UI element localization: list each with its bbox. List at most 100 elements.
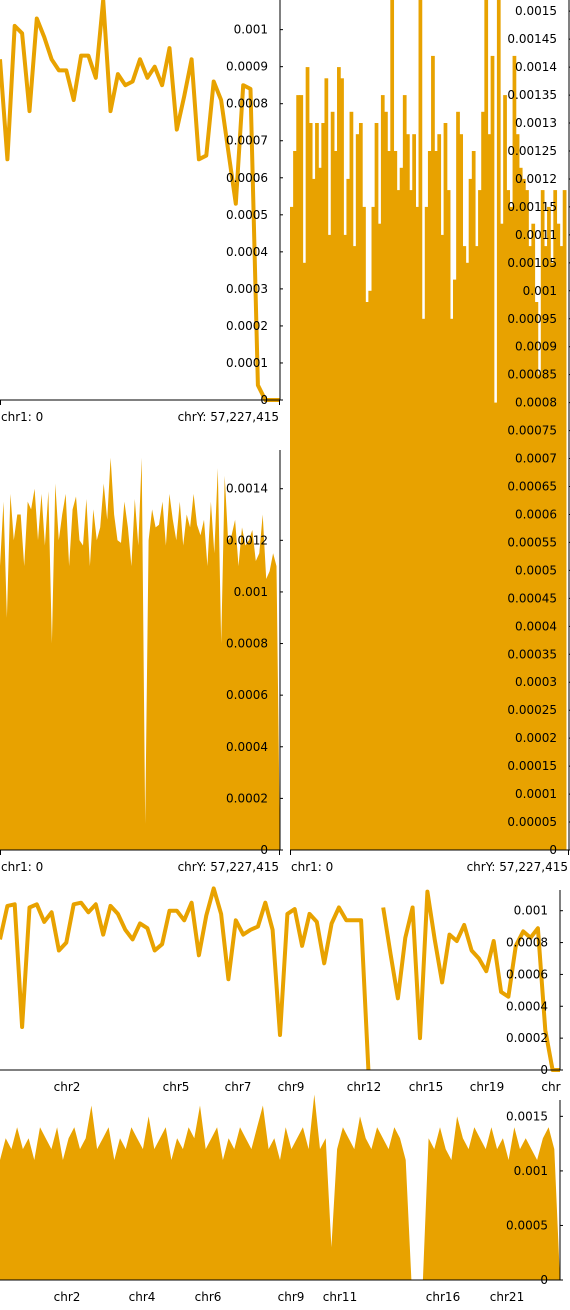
- y-tick-label: 0.00135: [507, 88, 557, 102]
- bar: [412, 134, 416, 850]
- bar: [559, 246, 564, 851]
- y-tick-label: 0.0004: [515, 619, 557, 633]
- y-tick-label: 0.0006: [506, 967, 548, 981]
- bar: [459, 134, 464, 850]
- bar: [384, 111, 388, 851]
- bar: [418, 0, 423, 850]
- bar: [474, 246, 479, 851]
- y-tick-label: 0.0007: [515, 452, 557, 466]
- bar: [434, 151, 438, 850]
- y-tick-label: 0.0009: [226, 60, 268, 74]
- bar: [302, 262, 307, 850]
- bar: [380, 95, 385, 851]
- bar: [437, 134, 442, 850]
- bar: [355, 134, 360, 850]
- y-tick-label: 0.00065: [507, 480, 557, 494]
- bar: [293, 151, 297, 850]
- bar: [337, 67, 341, 851]
- x-tick-label: chr12: [347, 1080, 381, 1094]
- bar: [299, 95, 304, 851]
- y-tick-label: 0.0009: [515, 340, 557, 354]
- series-area: [0, 1094, 560, 1280]
- y-tick-label: 0.00055: [507, 535, 557, 549]
- y-tick-label: 0.00035: [507, 647, 557, 661]
- y-tick-label: 0.0007: [226, 134, 268, 148]
- y-tick-label: 0.0008: [506, 936, 548, 950]
- y-tick-label: 0.001: [523, 284, 557, 298]
- bar: [462, 246, 467, 851]
- bar: [346, 178, 351, 850]
- y-tick-label: 0.0001: [226, 356, 268, 370]
- bar: [362, 206, 366, 850]
- bar: [547, 206, 551, 850]
- y-tick-label: 0: [540, 1273, 548, 1287]
- bar: [327, 234, 332, 850]
- y-tick-label: 0: [540, 1063, 548, 1077]
- bar: [330, 111, 335, 851]
- bar: [352, 246, 357, 851]
- y-tick-label: 0.0003: [515, 675, 557, 689]
- chart-panel-p2: 0 0.0002 0.0004 0.0006 0.0008 0.001 0.0012 0.00…: [0, 450, 283, 874]
- y-tick-label: 0.00125: [507, 144, 557, 158]
- y-tick-label: 0.0014: [515, 60, 557, 74]
- bar: [493, 402, 498, 850]
- series-line-segment: [0, 886, 371, 1071]
- y-tick-label: 0.0005: [506, 1218, 548, 1232]
- bar: [399, 167, 404, 851]
- bar: [543, 246, 548, 851]
- bar: [431, 55, 435, 850]
- bar: [478, 190, 482, 851]
- bar: [484, 0, 489, 850]
- y-tick-label: 0.0008: [226, 97, 268, 111]
- bar: [515, 134, 520, 850]
- bar: [468, 178, 473, 850]
- bar: [290, 206, 294, 850]
- series-line-segment: [381, 889, 560, 1072]
- bar: [562, 190, 567, 851]
- bar: [496, 0, 501, 850]
- x-tick-label: chr: [541, 1080, 560, 1094]
- bar: [387, 151, 391, 850]
- bar: [349, 111, 354, 851]
- bar: [500, 223, 504, 850]
- bar: [374, 123, 379, 850]
- y-tick-label: 0.0002: [506, 1031, 548, 1045]
- bar: [503, 95, 507, 851]
- bar: [556, 223, 561, 850]
- y-tick-label: 0.0014: [226, 482, 268, 496]
- x-tick-label: chr2: [54, 1290, 81, 1304]
- chart-panel-p3: 0 0.00005 0.0001 0.00015 0.0002 0.00025 0.0003…: [290, 0, 570, 874]
- bar: [315, 123, 319, 850]
- y-tick-label: 0.00115: [507, 200, 557, 214]
- bar: [296, 95, 300, 851]
- bar: [440, 234, 445, 850]
- chart-panel-p5: 0 0.0005 0.001 0.0015 chr2 chr4 chr6 chr9 chr11 c…: [0, 1094, 563, 1304]
- y-tick-label: 0.0001: [515, 787, 557, 801]
- bar: [343, 234, 348, 850]
- bar: [390, 0, 395, 850]
- y-tick-label: 0: [260, 393, 268, 407]
- bar: [333, 151, 338, 850]
- y-tick-label: 0.00025: [507, 703, 557, 717]
- x-tick-label: chr2: [54, 1080, 81, 1094]
- y-tick-label: 0.0005: [226, 208, 268, 222]
- y-tick-label: 0.0008: [515, 396, 557, 410]
- y-tick-label: 0.001: [234, 585, 268, 599]
- bar: [396, 190, 401, 851]
- bar: [305, 67, 310, 851]
- x-end-label: chrY: 57,227,415: [467, 860, 568, 874]
- y-tick-label: 0.0003: [226, 282, 268, 296]
- x-tick-label: chr9: [278, 1080, 305, 1094]
- y-tick-label: 0.00015: [507, 759, 557, 773]
- bar: [490, 55, 495, 850]
- bar: [308, 123, 313, 850]
- bar: [402, 95, 407, 851]
- x-start-label: chr1: 0: [1, 410, 43, 424]
- x-tick-label: chr9: [278, 1290, 305, 1304]
- y-tick-label: 0.001: [514, 904, 548, 918]
- bar: [537, 374, 542, 850]
- bar: [311, 178, 316, 850]
- y-tick-label: 0.0013: [515, 116, 557, 130]
- bar: [471, 151, 476, 850]
